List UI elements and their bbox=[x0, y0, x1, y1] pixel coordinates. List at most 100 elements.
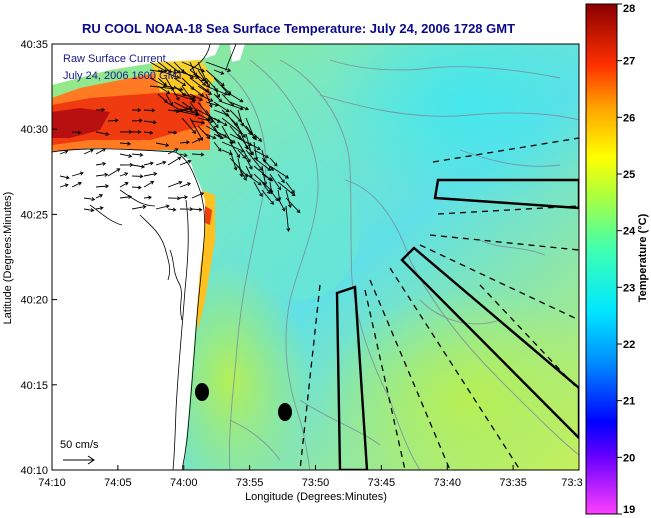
current-vector-head bbox=[287, 204, 292, 209]
current-vector-head bbox=[281, 179, 285, 184]
current-vector-head bbox=[165, 142, 170, 147]
current-vector-head bbox=[208, 103, 213, 108]
current-vector-head bbox=[225, 108, 230, 113]
current-vector bbox=[191, 192, 204, 199]
current-vector bbox=[165, 93, 173, 106]
colorbar-tick-label: 20 bbox=[623, 452, 635, 464]
current-vector bbox=[285, 189, 291, 208]
current-vector bbox=[277, 197, 286, 212]
x-tick-label: 73:45 bbox=[368, 477, 396, 489]
current-vector bbox=[253, 181, 263, 197]
coastline bbox=[52, 44, 237, 470]
current-vector bbox=[237, 165, 247, 181]
current-vector bbox=[157, 69, 180, 79]
current-vector-head bbox=[242, 155, 247, 159]
current-vector bbox=[179, 182, 191, 188]
current-vector bbox=[229, 93, 243, 103]
current-vector bbox=[155, 142, 169, 146]
figure-title: RU COOL NOAA-18 Sea Surface Temperature:… bbox=[82, 21, 515, 36]
current-vector-head bbox=[64, 150, 69, 154]
current-vector bbox=[59, 184, 69, 188]
current-vector bbox=[119, 182, 129, 188]
current-vector bbox=[143, 196, 152, 199]
current-vector bbox=[189, 85, 204, 97]
colorbar-tick-label: 28 bbox=[623, 3, 635, 15]
current-vector-head bbox=[149, 130, 154, 135]
current-vector-head bbox=[137, 185, 142, 190]
current-vector-head bbox=[141, 164, 146, 169]
current-vector bbox=[253, 149, 269, 159]
current-vector-head bbox=[128, 153, 133, 158]
current-vector bbox=[253, 157, 271, 171]
current-vector-head bbox=[166, 90, 171, 94]
y-tick-label: 40:25 bbox=[20, 209, 48, 221]
current-vector-head bbox=[150, 180, 155, 185]
current-vector bbox=[167, 181, 182, 188]
current-vector bbox=[237, 141, 251, 163]
x-axis-label: Longitude (Degrees:Minutes) bbox=[245, 491, 387, 503]
land-mass bbox=[52, 148, 205, 470]
current-vector-head bbox=[214, 124, 219, 129]
current-vector bbox=[59, 150, 68, 155]
current-vector bbox=[167, 208, 176, 211]
current-vector-head bbox=[199, 97, 204, 101]
current-vector bbox=[107, 119, 118, 122]
current-vector bbox=[261, 173, 273, 182]
colorbar-label: Temperature (°C) bbox=[637, 213, 649, 302]
colorbar-tick-label: 24 bbox=[623, 226, 636, 238]
current-vector bbox=[83, 149, 94, 155]
x-tick-label: 73:35 bbox=[499, 477, 527, 489]
current-vector bbox=[155, 161, 166, 166]
x-tick-label: 74:10 bbox=[38, 477, 66, 489]
current-vector bbox=[59, 175, 70, 179]
current-vector bbox=[149, 85, 174, 90]
current-vector bbox=[131, 186, 142, 189]
current-vector-head bbox=[124, 182, 129, 186]
current-vector bbox=[213, 141, 222, 152]
current-vector-head bbox=[173, 130, 178, 135]
current-vector-head bbox=[249, 151, 253, 156]
current-vector-head bbox=[220, 70, 225, 75]
current-vector bbox=[221, 93, 234, 107]
current-vector bbox=[143, 109, 155, 111]
current-vector bbox=[261, 157, 274, 171]
x-tick-label: 73:40 bbox=[433, 477, 461, 489]
current-vector-head bbox=[116, 168, 121, 172]
current-vector-head bbox=[174, 148, 179, 152]
y-tick-label: 40:20 bbox=[20, 295, 48, 307]
colorbar-tick-label: 27 bbox=[623, 56, 635, 68]
current-vector-head bbox=[172, 207, 177, 212]
current-vector bbox=[229, 125, 241, 140]
current-vector bbox=[237, 149, 246, 159]
current-vector-head bbox=[105, 131, 110, 136]
current-vector-head bbox=[256, 146, 261, 150]
current-vector-head bbox=[152, 120, 157, 125]
current-vector-head bbox=[206, 135, 211, 140]
current-vector bbox=[277, 181, 296, 196]
current-vector-head bbox=[179, 87, 184, 92]
current-vector bbox=[277, 189, 281, 201]
current-vector bbox=[213, 117, 227, 126]
current-vector bbox=[95, 207, 103, 210]
map-plot-area: Raw Surface Current July 24, 2006 1600 G… bbox=[52, 44, 579, 470]
current-vector-head bbox=[281, 207, 286, 212]
current-vector-head bbox=[176, 69, 181, 74]
current-vector-head bbox=[233, 166, 238, 171]
colorbar-tick-label: 23 bbox=[623, 282, 635, 294]
current-vector bbox=[95, 185, 109, 188]
y-tick-label: 40:15 bbox=[20, 380, 48, 392]
current-vector-head bbox=[273, 162, 278, 167]
current-vector-head bbox=[193, 72, 197, 77]
colorbar bbox=[585, 3, 618, 515]
scale-arrow bbox=[63, 455, 95, 465]
current-vector bbox=[229, 101, 249, 110]
current-vector-head bbox=[147, 195, 152, 200]
current-vector bbox=[221, 117, 242, 134]
colorbar-tick-label: 21 bbox=[623, 396, 635, 408]
current-vector-head bbox=[138, 118, 143, 123]
current-vector bbox=[181, 93, 196, 99]
current-vector-head bbox=[142, 204, 147, 209]
current-vector bbox=[237, 157, 243, 177]
current-vector bbox=[157, 77, 167, 86]
current-vector-head bbox=[236, 154, 240, 159]
